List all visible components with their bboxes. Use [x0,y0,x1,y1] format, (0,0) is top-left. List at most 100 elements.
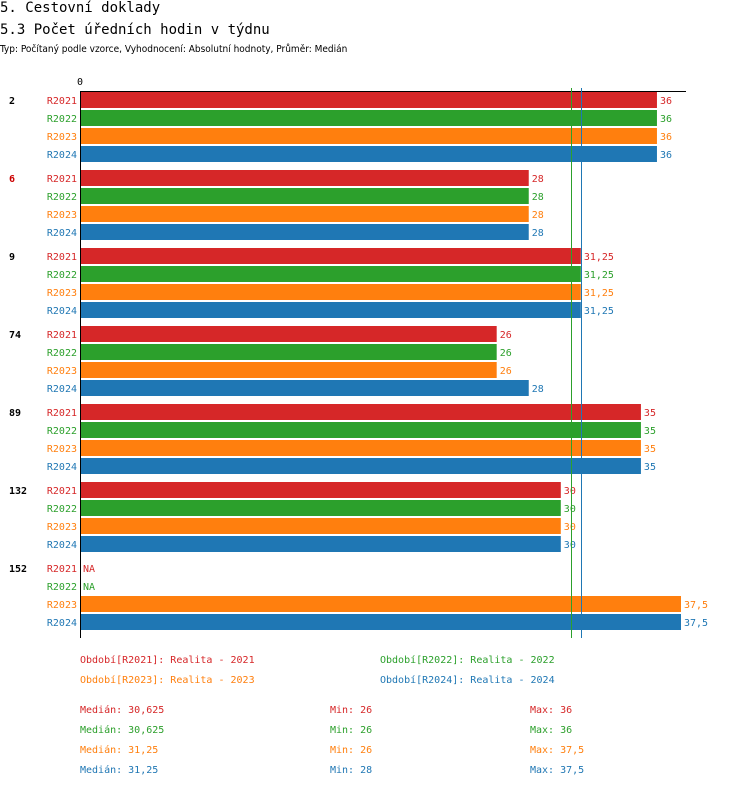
series-label: R2021 [47,174,77,185]
data-label: 35 [644,426,656,437]
bar-r2021 [80,482,561,498]
series-label: R2023 [47,288,77,299]
bar-r2024 [80,380,529,396]
series-label: R2024 [47,462,77,473]
data-label: 28 [532,384,544,395]
bar-r2023 [80,440,641,456]
bar-r2024 [80,536,561,552]
stat-median-r2022: Medián: 30,625 [80,725,165,736]
series-label: R2022 [47,504,77,515]
legend-entry-r2021: Období[R2021]: Realita - 2021 [80,655,255,666]
data-label: NA [83,564,95,575]
data-label: 37,5 [684,600,708,611]
bar-r2022 [80,344,497,360]
stat-max-r2023: Max: 37,5 [530,745,585,756]
bar-r2022 [80,500,561,516]
data-label: 31,25 [584,306,614,317]
data-label: 30 [564,486,576,497]
data-label: 30 [564,540,576,551]
bar-r2021 [80,248,581,264]
data-label: 26 [500,330,512,341]
series-label: R2024 [47,540,77,551]
series-label: R2024 [47,150,77,161]
data-label: 35 [644,408,656,419]
axis-origin-label: 0 [77,77,83,88]
page-title: 5. Cestovní doklady [0,0,161,16]
stat-median-r2021: Medián: 30,625 [80,705,165,716]
bar-r2024 [80,614,681,630]
group-label: 74 [9,330,21,341]
series-label: R2024 [47,228,77,239]
data-label: 26 [500,366,512,377]
bar-r2023 [80,128,657,144]
series-label: R2021 [47,96,77,107]
data-label: 35 [644,444,656,455]
bar-r2022 [80,110,657,126]
data-label: 36 [660,132,672,143]
series-label: R2022 [47,582,77,593]
chart-description: Typ: Počítaný podle vzorce, Vyhodnocení:… [0,44,348,55]
series-label: R2022 [47,270,77,281]
bar-r2023 [80,284,581,300]
stat-max-r2021: Max: 36 [530,705,573,716]
series-label: R2021 [47,408,77,419]
data-label: 31,25 [584,252,614,263]
stat-min-r2021: Min: 26 [330,705,373,716]
bar-r2023 [80,596,681,612]
series-label: R2024 [47,618,77,629]
bar-r2022 [80,266,581,282]
group-label: 89 [9,408,21,419]
stat-median-r2023: Medián: 31,25 [80,745,159,756]
bar-r2021 [80,170,529,186]
data-label: 30 [564,522,576,533]
bar-r2021 [80,92,657,108]
series-label: R2021 [47,486,77,497]
series-label: R2022 [47,114,77,125]
group-label: 152 [9,564,27,575]
group-label: 6 [9,174,15,185]
stat-min-r2022: Min: 26 [330,725,373,736]
bar-r2023 [80,518,561,534]
data-label: 28 [532,210,544,221]
series-label: R2023 [47,522,77,533]
data-label: 35 [644,462,656,473]
data-label: 36 [660,150,672,161]
bar-r2024 [80,302,581,318]
group-label: 132 [9,486,27,497]
bar-r2024 [80,146,657,162]
series-label: R2022 [47,348,77,359]
series-label: R2022 [47,426,77,437]
stat-min-r2023: Min: 26 [330,745,373,756]
bar-r2022 [80,422,641,438]
data-label: 37,5 [684,618,708,629]
bar-r2024 [80,224,529,240]
bar-r2024 [80,458,641,474]
stat-max-r2022: Max: 36 [530,725,573,736]
data-label: 28 [532,228,544,239]
bar-r2021 [80,404,641,420]
series-label: R2023 [47,210,77,221]
data-label: 30 [564,504,576,515]
series-label: R2024 [47,306,77,317]
bar-r2023 [80,206,529,222]
data-label: 28 [532,192,544,203]
series-label: R2021 [47,252,77,263]
series-label: R2023 [47,132,77,143]
group-label: 9 [9,252,15,263]
bar-r2022 [80,188,529,204]
stat-median-r2024: Medián: 31,25 [80,765,159,776]
legend-entry-r2024: Období[R2024]: Realita - 2024 [380,675,555,686]
series-label: R2023 [47,366,77,377]
data-label: 31,25 [584,270,614,281]
chart-title: 5.3 Počet úředních hodin v týdnu [0,22,270,38]
group-label: 2 [9,96,15,107]
series-label: R2023 [47,600,77,611]
stat-max-r2024: Max: 37,5 [530,765,585,776]
series-label: R2024 [47,384,77,395]
data-label: 31,25 [584,288,614,299]
stat-min-r2024: Min: 28 [330,765,373,776]
bar-chart: 0 2 R2021 36 R2022 36 R2023 36 R2024 36 6 R2021 28 R2… [9,77,708,638]
data-label: 26 [500,348,512,359]
data-label: 28 [532,174,544,185]
legend-entry-r2023: Období[R2023]: Realita - 2023 [80,675,255,686]
